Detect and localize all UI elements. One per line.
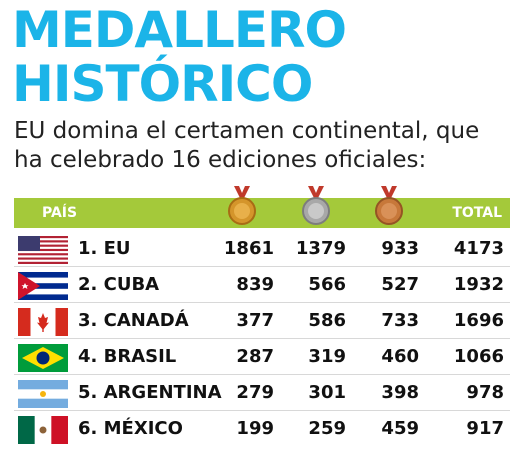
silver-count: 259 — [308, 418, 346, 439]
total-column-header: TOTAL — [452, 205, 502, 221]
total-count: 917 — [466, 418, 504, 439]
gold-count: 279 — [236, 382, 274, 403]
silver-count: 566 — [308, 274, 346, 295]
country-name: 3. CANADÁ — [78, 310, 189, 331]
cuba-flag-icon — [18, 272, 68, 300]
bronze-count: 733 — [381, 310, 419, 331]
country-name: 6. MÉXICO — [78, 418, 183, 439]
country-name: 2. CUBA — [78, 274, 160, 295]
table-row: 2. CUBA 839 566 527 1932 — [14, 268, 510, 303]
bronze-count: 933 — [381, 238, 419, 259]
brazil-flag-icon — [18, 344, 68, 372]
gold-count: 377 — [236, 310, 274, 331]
table-header: PAÍS TOTAL — [14, 186, 510, 228]
bronze-medal-icon — [375, 186, 403, 225]
bronze-count: 460 — [381, 346, 419, 367]
country-name: 4. BRASIL — [78, 346, 177, 367]
total-count: 978 — [466, 382, 504, 403]
silver-medal-icon — [302, 186, 330, 225]
silver-count: 301 — [308, 382, 346, 403]
table-row: 4. BRASIL 287 319 460 1066 — [14, 340, 510, 375]
bronze-count: 527 — [381, 274, 419, 295]
title-line-2: HISTÓRICO — [12, 55, 313, 113]
canada-flag-icon — [18, 308, 68, 336]
gold-medal-icon — [228, 186, 256, 225]
gold-count: 287 — [236, 346, 274, 367]
country-column-header: PAÍS — [42, 205, 78, 221]
bronze-count: 459 — [381, 418, 419, 439]
mexico-flag-icon — [18, 416, 68, 444]
argentina-flag-icon — [18, 380, 68, 408]
total-count: 1696 — [453, 310, 504, 331]
usa-flag-icon — [18, 236, 68, 264]
gold-count: 839 — [236, 274, 274, 295]
country-name: 1. EU — [78, 238, 131, 259]
subtitle: EU domina el certamen continental, que h… — [14, 118, 480, 173]
table-row: 6. MÉXICO 199 259 459 917 — [14, 412, 510, 446]
silver-count: 586 — [308, 310, 346, 331]
table-row: 3. CANADÁ 377 586 733 1696 — [14, 304, 510, 339]
total-count: 1932 — [453, 274, 504, 295]
table-row: 1. EU 1861 1379 933 4173 — [14, 232, 510, 267]
title-line-1: MEDALLERO — [12, 1, 347, 59]
total-count: 4173 — [453, 238, 504, 259]
gold-count: 199 — [236, 418, 274, 439]
gold-count: 1861 — [223, 238, 274, 259]
silver-count: 319 — [308, 346, 346, 367]
bronze-count: 398 — [381, 382, 419, 403]
country-name: 5. ARGENTINA — [78, 382, 222, 403]
table-row: 5. ARGENTINA 279 301 398 978 — [14, 376, 510, 411]
silver-count: 1379 — [295, 238, 346, 259]
total-count: 1066 — [453, 346, 504, 367]
